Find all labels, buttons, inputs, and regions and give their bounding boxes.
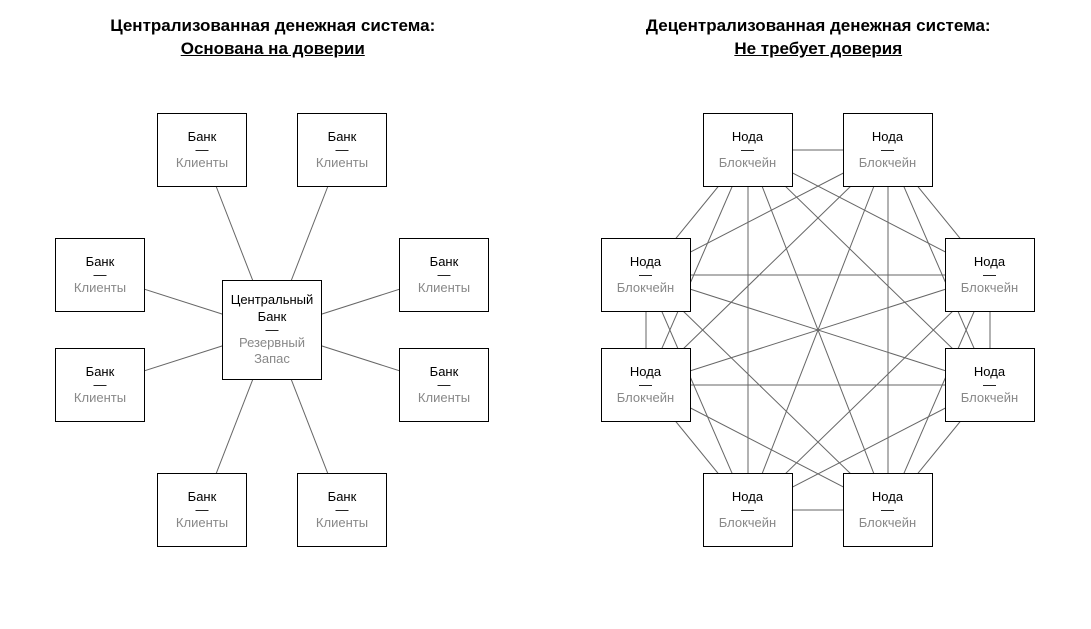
blockchain-node: Нода—Блокчейн	[703, 473, 793, 547]
blockchain-node: Нода—Блокчейн	[945, 238, 1035, 312]
separator: —	[881, 145, 894, 155]
separator: —	[438, 270, 451, 280]
blockchain-label: Блокчейн	[961, 390, 1018, 406]
bank-node: Банк—Клиенты	[157, 113, 247, 187]
clients-label: Клиенты	[316, 515, 368, 531]
blockchain-node: Нода—Блокчейн	[843, 473, 933, 547]
blockchain-node: Нода—Блокчейн	[601, 238, 691, 312]
blockchain-label: Блокчейн	[859, 515, 916, 531]
reserve-label-1: Резервный	[239, 335, 305, 351]
bank-node: Банк—Клиенты	[55, 238, 145, 312]
separator: —	[336, 145, 349, 155]
bank-node: Банк—Клиенты	[297, 473, 387, 547]
separator: —	[94, 270, 107, 280]
blockchain-label: Блокчейн	[617, 390, 674, 406]
blockchain-label: Блокчейн	[719, 155, 776, 171]
connection-lines	[546, 0, 1091, 629]
separator: —	[639, 380, 652, 390]
blockchain-node: Нода—Блокчейн	[703, 113, 793, 187]
separator: —	[983, 380, 996, 390]
clients-label: Клиенты	[74, 390, 126, 406]
blockchain-label: Блокчейн	[859, 155, 916, 171]
separator: —	[983, 270, 996, 280]
clients-label: Клиенты	[316, 155, 368, 171]
central-bank-node: ЦентральныйБанк—РезервныйЗапас	[222, 280, 322, 380]
reserve-label-2: Запас	[254, 351, 290, 367]
centralized-panel: Централизованная денежная система: Основ…	[0, 0, 546, 629]
blockchain-label: Блокчейн	[617, 280, 674, 296]
separator: —	[881, 505, 894, 515]
bank-node: Банк—Клиенты	[297, 113, 387, 187]
separator: —	[196, 145, 209, 155]
clients-label: Клиенты	[418, 390, 470, 406]
blockchain-label: Блокчейн	[961, 280, 1018, 296]
separator: —	[94, 380, 107, 390]
bank-node: Банк—Клиенты	[157, 473, 247, 547]
separator: —	[639, 270, 652, 280]
central-bank-label-1: Центральный	[231, 292, 314, 308]
bank-node: Банк—Клиенты	[399, 348, 489, 422]
clients-label: Клиенты	[176, 155, 228, 171]
blockchain-node: Нода—Блокчейн	[945, 348, 1035, 422]
clients-label: Клиенты	[176, 515, 228, 531]
separator: —	[438, 380, 451, 390]
bank-node: Банк—Клиенты	[55, 348, 145, 422]
blockchain-node: Нода—Блокчейн	[601, 348, 691, 422]
separator: —	[266, 325, 279, 335]
separator: —	[196, 505, 209, 515]
decentralized-panel: Децентрализованная денежная система: Не …	[546, 0, 1091, 629]
diagram-container: Централизованная денежная система: Основ…	[0, 0, 1091, 629]
blockchain-node: Нода—Блокчейн	[843, 113, 933, 187]
separator: —	[741, 145, 754, 155]
separator: —	[741, 505, 754, 515]
bank-node: Банк—Клиенты	[399, 238, 489, 312]
blockchain-label: Блокчейн	[719, 515, 776, 531]
clients-label: Клиенты	[74, 280, 126, 296]
clients-label: Клиенты	[418, 280, 470, 296]
separator: —	[336, 505, 349, 515]
